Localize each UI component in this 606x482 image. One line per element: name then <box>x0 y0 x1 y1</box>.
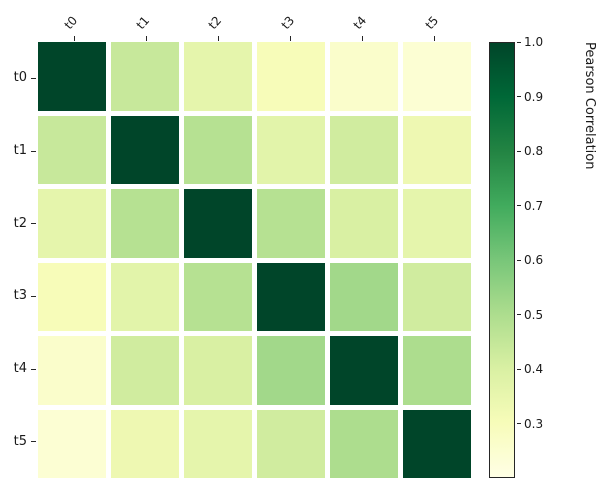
heatmap-cell-t2-t4 <box>330 189 398 258</box>
heatmap-cell-t4-t0 <box>38 336 106 405</box>
colorbar-tick-mark <box>517 368 521 370</box>
heatmap-cell-t2-t3 <box>257 189 325 258</box>
heatmap-cell-t5-t4 <box>330 409 398 478</box>
y-tick-label-t2: t2 <box>13 215 27 231</box>
heatmap-cell-t2-t0 <box>38 189 106 258</box>
y-tick-label-t1: t1 <box>13 143 27 158</box>
x-tick-label-t2: t2 <box>206 13 225 33</box>
heatmap-cell-t2-t5 <box>403 189 471 258</box>
heatmap-plot-area <box>38 42 471 478</box>
y-tick-label-t3: t3 <box>13 288 27 304</box>
heatmap-cell-t3-t5 <box>403 262 471 331</box>
colorbar-tick-label-0.5: 0.5 <box>524 307 544 322</box>
heatmap-cell-t1-t2 <box>184 115 252 184</box>
x-tick-mark <box>362 36 364 41</box>
x-tick-label-t1: t1 <box>133 13 153 33</box>
colorbar-axis-label: Pearson Correlation <box>582 42 597 170</box>
x-tick-mark <box>290 36 292 41</box>
heatmap-cell-t3-t4 <box>330 262 398 331</box>
heatmap-cell-t5-t3 <box>257 409 325 478</box>
colorbar-tick-label-0.9: 0.9 <box>524 89 544 104</box>
x-tick-mark <box>73 36 75 41</box>
x-tick-mark <box>434 36 436 41</box>
colorbar-tick-label-0.7: 0.7 <box>524 198 544 213</box>
heatmap-cell-t4-t1 <box>111 336 179 405</box>
x-tick-label-t4: t4 <box>350 13 370 33</box>
heatmap-cell-t0-t2 <box>184 42 252 111</box>
colorbar-tick-mark <box>517 150 521 152</box>
y-tick-mark <box>31 77 36 79</box>
colorbar-tick-label-0.8: 0.8 <box>524 144 544 158</box>
colorbar-tick-mark <box>517 259 521 261</box>
heatmap-cell-t3-t3 <box>257 262 325 331</box>
y-tick-mark <box>31 368 36 370</box>
heatmap-cell-t5-t1 <box>111 409 179 478</box>
heatmap-cell-t4-t2 <box>184 336 252 405</box>
heatmap-cell-t4-t5 <box>403 336 471 405</box>
heatmap-cell-t4-t4 <box>330 336 398 405</box>
y-tick-label-t0: t0 <box>13 70 27 86</box>
heatmap-cell-t1-t3 <box>257 115 325 184</box>
colorbar-tick-label-0.3: 0.3 <box>524 416 544 431</box>
heatmap-cell-t3-t2 <box>184 262 252 331</box>
x-tick-mark <box>145 36 147 41</box>
colorbar-tick-mark <box>517 314 521 315</box>
x-tick-label-t3: t3 <box>278 13 297 33</box>
x-tick-mark <box>217 36 219 41</box>
colorbar-tick-mark <box>517 423 521 424</box>
heatmap-cell-t0-t5 <box>403 42 471 111</box>
heatmap-cell-t1-t5 <box>403 115 471 184</box>
heatmap-cell-t5-t2 <box>184 409 252 478</box>
x-tick-label-t0: t0 <box>61 13 81 33</box>
colorbar-tick-label-1.0: 1.0 <box>524 35 544 49</box>
x-tick-label-t5: t5 <box>422 13 442 33</box>
y-tick-mark <box>31 441 36 443</box>
heatmap-cell-t0-t4 <box>330 42 398 111</box>
heatmap-cell-t3-t0 <box>38 262 106 331</box>
y-tick-mark <box>31 223 36 225</box>
heatmap-cell-t5-t0 <box>38 409 106 478</box>
colorbar-tick-mark <box>517 205 521 206</box>
colorbar-tick-mark <box>517 96 521 97</box>
heatmap-cell-t1-t1 <box>111 115 179 184</box>
heatmap-cell-t0-t0 <box>38 42 106 111</box>
colorbar-tick-label-0.6: 0.6 <box>524 253 544 267</box>
heatmap-cell-t2-t1 <box>111 189 179 258</box>
colorbar-tick-mark <box>517 41 521 43</box>
y-tick-label-t5: t5 <box>13 433 27 449</box>
y-tick-mark <box>31 295 36 297</box>
y-tick-mark <box>31 150 36 152</box>
heatmap-cell-t0-t1 <box>111 42 179 111</box>
heatmap-cell-t5-t5 <box>403 409 471 478</box>
heatmap-cell-t4-t3 <box>257 336 325 405</box>
heatmap-cell-t3-t1 <box>111 262 179 331</box>
colorbar-tick-label-0.4: 0.4 <box>524 362 544 376</box>
heatmap-cell-t1-t4 <box>330 115 398 184</box>
heatmap-cell-t1-t0 <box>38 115 106 184</box>
heatmap-cell-t2-t2 <box>184 189 252 258</box>
heatmap-cell-t0-t3 <box>257 42 325 111</box>
colorbar-gradient <box>489 42 515 478</box>
y-tick-label-t4: t4 <box>13 361 27 376</box>
